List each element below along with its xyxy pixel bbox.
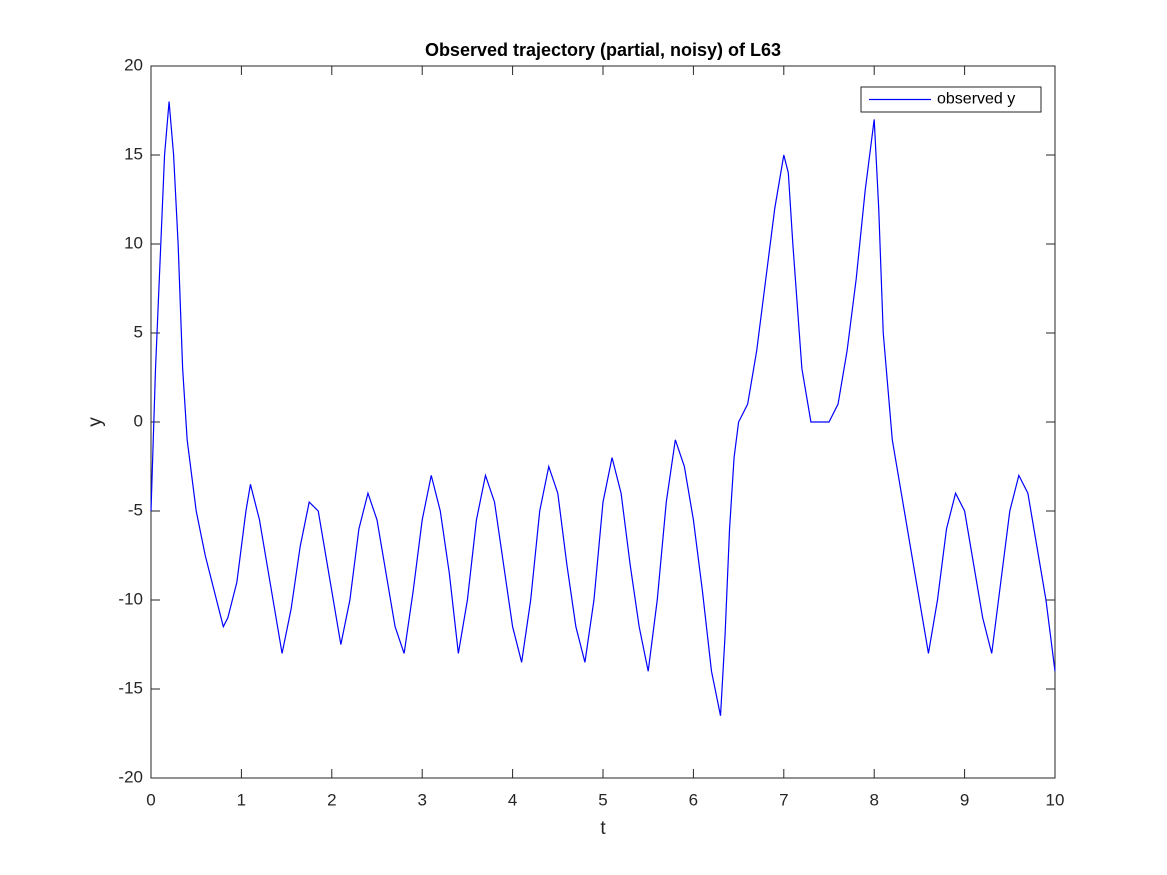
x-tick-label: 2	[327, 790, 336, 809]
y-tick-label: 15	[124, 144, 143, 163]
x-tick-label: 6	[689, 790, 698, 809]
y-tick-label: -20	[118, 767, 143, 786]
x-tick-label: 8	[869, 790, 878, 809]
x-tick-label: 3	[417, 790, 426, 809]
x-tick-label: 1	[237, 790, 246, 809]
plot-area	[150, 65, 1056, 779]
chart-title: Observed trajectory (partial, noisy) of …	[425, 40, 781, 60]
y-tick-label: -10	[118, 589, 143, 608]
x-tick-label: 9	[960, 790, 969, 809]
y-tick-label: -15	[118, 678, 143, 697]
x-axis-label: t	[600, 818, 606, 839]
y-tick-label: 5	[134, 322, 143, 341]
x-tick-label: 5	[598, 790, 607, 809]
y-tick-label: 0	[134, 411, 143, 430]
x-tick-label: 4	[508, 790, 517, 809]
x-tick-label: 10	[1046, 790, 1065, 809]
legend-label: observed y	[937, 91, 1015, 108]
y-axis-label: y	[85, 417, 106, 427]
y-tick-label: 20	[124, 55, 143, 74]
x-tick-label: 0	[146, 790, 155, 809]
y-tick-label: 10	[124, 233, 143, 252]
data-line	[150, 101, 1056, 716]
y-tick-label: -5	[128, 500, 143, 519]
x-tick-label: 7	[779, 790, 788, 809]
